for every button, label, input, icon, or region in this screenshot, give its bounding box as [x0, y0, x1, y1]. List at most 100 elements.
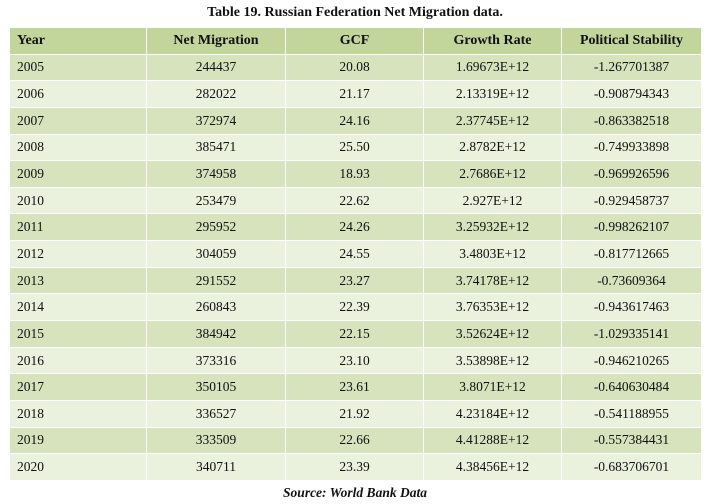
year-cell: 2017 — [9, 373, 147, 401]
table-row: 2013 291552 23.27 3.74178E+12 -0.73609364 — [9, 266, 702, 295]
column-header-net-migration: Net Migration — [146, 27, 286, 55]
gcf-cell: 23.10 — [285, 346, 424, 375]
growth-rate-cell: 3.4803E+12 — [423, 240, 562, 268]
growth-rate-cell: 3.53898E+12 — [423, 346, 562, 375]
table-title: Table 19. Russian Federation Net Migrati… — [207, 5, 503, 20]
table-row: 2011 295952 24.26 3.25932E+12 -0.998262107 — [9, 213, 702, 242]
net-migration-cell: 384942 — [146, 320, 286, 348]
growth-rate-cell: 2.37745E+12 — [423, 106, 562, 135]
table-row: 2006 282022 21.17 2.13319E+12 -0.908794343 — [9, 80, 702, 108]
political-stability-cell: -0.908794343 — [561, 80, 702, 108]
political-stability-cell: -0.817712665 — [561, 240, 702, 268]
source-note: Source: World Bank Data — [283, 485, 427, 500]
column-header-political-stability: Political Stability — [561, 27, 702, 55]
year-cell: 2010 — [9, 186, 147, 215]
growth-rate-cell: 2.8782E+12 — [423, 133, 562, 162]
year-cell: 2019 — [9, 426, 147, 455]
net-migration-cell: 295952 — [146, 213, 286, 242]
growth-rate-cell: 3.8071E+12 — [423, 373, 562, 401]
growth-rate-cell: 4.41288E+12 — [423, 426, 562, 455]
year-cell: 2013 — [9, 266, 147, 295]
table-row: 2010 253479 22.62 2.927E+12 -0.929458737 — [9, 186, 702, 215]
net-migration-cell: 373316 — [146, 346, 286, 375]
political-stability-cell: -0.683706701 — [561, 453, 702, 481]
political-stability-cell: -0.946210265 — [561, 346, 702, 375]
gcf-cell: 24.16 — [285, 106, 424, 135]
gcf-cell: 18.93 — [285, 160, 424, 188]
political-stability-cell: -0.73609364 — [561, 266, 702, 295]
year-cell: 2011 — [9, 213, 147, 242]
gcf-cell: 22.39 — [285, 293, 424, 322]
year-cell: 2018 — [9, 399, 147, 428]
net-migration-cell: 244437 — [146, 53, 286, 82]
growth-rate-cell: 2.7686E+12 — [423, 160, 562, 188]
table-row: 2020 340711 23.39 4.38456E+12 -0.683706701 — [9, 453, 702, 481]
political-stability-cell: -0.640630484 — [561, 373, 702, 401]
growth-rate-cell: 4.38456E+12 — [423, 453, 562, 481]
growth-rate-cell: 3.52624E+12 — [423, 320, 562, 348]
gcf-cell: 22.15 — [285, 320, 424, 348]
growth-rate-cell: 2.927E+12 — [423, 186, 562, 215]
column-header-gcf: GCF — [285, 27, 424, 55]
net-migration-cell: 291552 — [146, 266, 286, 295]
gcf-cell: 22.62 — [285, 186, 424, 215]
political-stability-cell: -1.267701387 — [561, 53, 702, 82]
table-row: 2016 373316 23.10 3.53898E+12 -0.946210265 — [9, 346, 702, 375]
gcf-cell: 23.39 — [285, 453, 424, 481]
gcf-cell: 22.66 — [285, 426, 424, 455]
gcf-cell: 20.08 — [285, 53, 424, 82]
gcf-cell: 21.92 — [285, 399, 424, 428]
gcf-cell: 24.26 — [285, 213, 424, 242]
table-row: 2012 304059 24.55 3.4803E+12 -0.817712665 — [9, 240, 702, 268]
table-row: 2007 372974 24.16 2.37745E+12 -0.863382518 — [9, 106, 702, 135]
growth-rate-cell: 4.23184E+12 — [423, 399, 562, 428]
growth-rate-cell: 2.13319E+12 — [423, 80, 562, 108]
year-cell: 2012 — [9, 240, 147, 268]
net-migration-cell: 333509 — [146, 426, 286, 455]
political-stability-cell: -0.943617463 — [561, 293, 702, 322]
net-migration-cell: 374958 — [146, 160, 286, 188]
year-cell: 2007 — [9, 106, 147, 135]
table-header-row: Year Net Migration GCF Growth Rate Polit… — [9, 27, 702, 55]
gcf-cell: 21.17 — [285, 80, 424, 108]
political-stability-cell: -1.029335141 — [561, 320, 702, 348]
column-header-growth-rate: Growth Rate — [423, 27, 562, 55]
net-migration-cell: 260843 — [146, 293, 286, 322]
gcf-cell: 24.55 — [285, 240, 424, 268]
table-row: 2018 336527 21.92 4.23184E+12 -0.541188955 — [9, 399, 702, 428]
year-cell: 2015 — [9, 320, 147, 348]
table-row: 2008 385471 25.50 2.8782E+12 -0.749933898 — [9, 133, 702, 162]
net-migration-cell: 385471 — [146, 133, 286, 162]
table-row: 2019 333509 22.66 4.41288E+12 -0.557384431 — [9, 426, 702, 455]
column-header-year: Year — [9, 27, 147, 55]
net-migration-cell: 282022 — [146, 80, 286, 108]
political-stability-cell: -0.998262107 — [561, 213, 702, 242]
political-stability-cell: -0.929458737 — [561, 186, 702, 215]
political-stability-cell: -0.557384431 — [561, 426, 702, 455]
net-migration-cell: 350105 — [146, 373, 286, 401]
net-migration-cell: 253479 — [146, 186, 286, 215]
table-row: 2015 384942 22.15 3.52624E+12 -1.029335141 — [9, 320, 702, 348]
year-cell: 2006 — [9, 80, 147, 108]
political-stability-cell: -0.969926596 — [561, 160, 702, 188]
table-row: 2017 350105 23.61 3.8071E+12 -0.640630484 — [9, 373, 702, 401]
net-migration-cell: 340711 — [146, 453, 286, 481]
year-cell: 2008 — [9, 133, 147, 162]
table-row: 2005 244437 20.08 1.69673E+12 -1.267701387 — [9, 53, 702, 82]
political-stability-cell: -0.749933898 — [561, 133, 702, 162]
growth-rate-cell: 3.76353E+12 — [423, 293, 562, 322]
gcf-cell: 25.50 — [285, 133, 424, 162]
net-migration-cell: 372974 — [146, 106, 286, 135]
year-cell: 2009 — [9, 160, 147, 188]
year-cell: 2020 — [9, 453, 147, 481]
table-row: 2014 260843 22.39 3.76353E+12 -0.943617463 — [9, 293, 702, 322]
net-migration-cell: 304059 — [146, 240, 286, 268]
year-cell: 2014 — [9, 293, 147, 322]
gcf-cell: 23.27 — [285, 266, 424, 295]
table-row: 2009 374958 18.93 2.7686E+12 -0.969926596 — [9, 160, 702, 188]
year-cell: 2016 — [9, 346, 147, 375]
growth-rate-cell: 3.25932E+12 — [423, 213, 562, 242]
migration-data-table: Year Net Migration GCF Growth Rate Polit… — [9, 27, 702, 481]
political-stability-cell: -0.541188955 — [561, 399, 702, 428]
growth-rate-cell: 3.74178E+12 — [423, 266, 562, 295]
